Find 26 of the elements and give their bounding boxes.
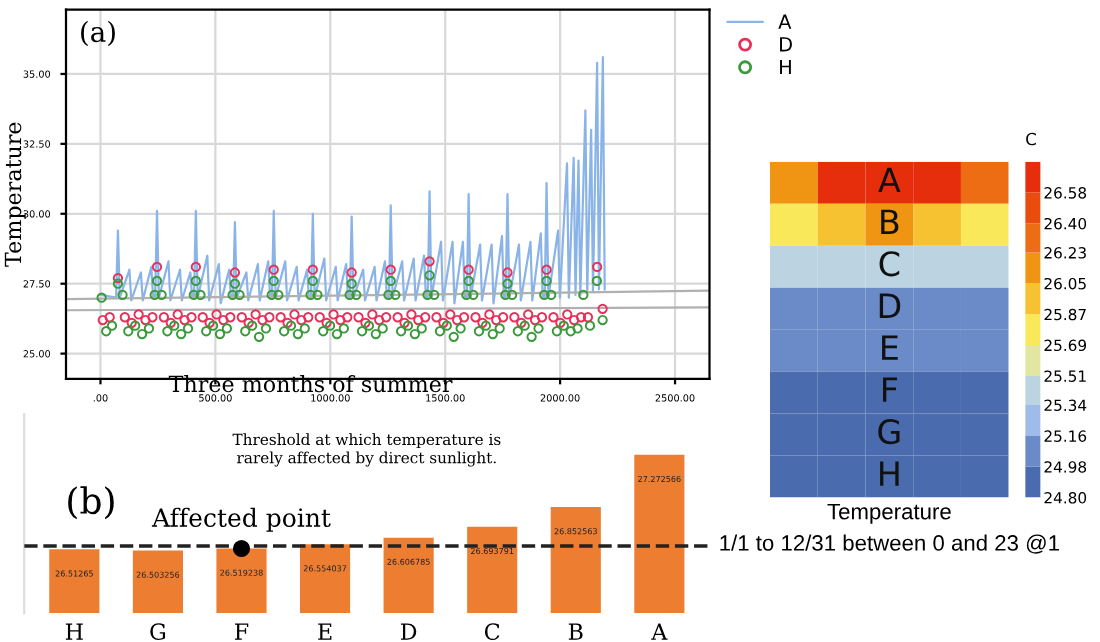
x-tick-label: D	[400, 623, 417, 640]
color-bar-title: C	[1026, 132, 1036, 146]
data-label: B	[881, 209, 899, 234]
data-label: H	[880, 461, 899, 486]
x-axis-title: Temperature	[827, 503, 951, 524]
data-label: E	[882, 335, 898, 360]
text: 1/1 to 12/31 between 0 and 23 @1	[720, 534, 1059, 554]
legend-label: D	[780, 37, 792, 52]
x-tick-label: A	[651, 623, 668, 640]
x-axis-title: Three months of summer	[168, 375, 453, 393]
data-label: C	[879, 251, 900, 277]
data-label: D	[879, 293, 901, 318]
x-tick-label: B	[568, 623, 583, 640]
annotation: (b)	[68, 486, 114, 520]
x-tick-label: C	[484, 623, 500, 641]
legend-label: A	[778, 14, 792, 29]
legend-label: H	[780, 59, 791, 75]
x-tick-label: F	[235, 623, 249, 640]
data-label: A	[878, 167, 901, 192]
y-axis-title: Temperature	[4, 122, 26, 267]
annotation: Affected point	[151, 507, 331, 532]
data-label: G	[878, 419, 900, 445]
x-tick-label: E	[318, 623, 332, 640]
x-tick-label: G	[150, 623, 166, 641]
annotation: (a)	[81, 20, 115, 47]
x-tick-label: H	[65, 623, 83, 640]
